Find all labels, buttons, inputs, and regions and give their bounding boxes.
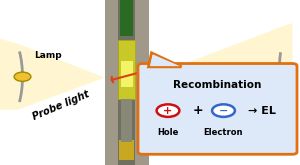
Circle shape [157, 104, 179, 117]
FancyBboxPatch shape [138, 64, 297, 154]
Text: Lamp: Lamp [34, 51, 62, 60]
Bar [121, 99, 132, 142]
Bar [121, 61, 133, 87]
Text: → EL: → EL [248, 106, 275, 116]
Polygon shape [148, 53, 182, 67]
Text: Electron: Electron [204, 128, 243, 137]
Bar [105, 0, 148, 165]
Text: +: + [193, 104, 203, 117]
Bar [119, 140, 134, 160]
Bar [118, 40, 135, 99]
Text: Recombination: Recombination [173, 80, 262, 90]
Bar [118, 0, 135, 165]
Circle shape [14, 72, 31, 81]
Polygon shape [0, 39, 105, 110]
Text: Hole: Hole [157, 128, 179, 137]
Bar [120, 0, 133, 36]
Text: −: − [219, 106, 228, 116]
Text: Probe light: Probe light [32, 89, 92, 122]
Text: +: + [164, 106, 172, 116]
Polygon shape [148, 23, 292, 122]
Polygon shape [150, 54, 180, 66]
Circle shape [212, 104, 235, 117]
